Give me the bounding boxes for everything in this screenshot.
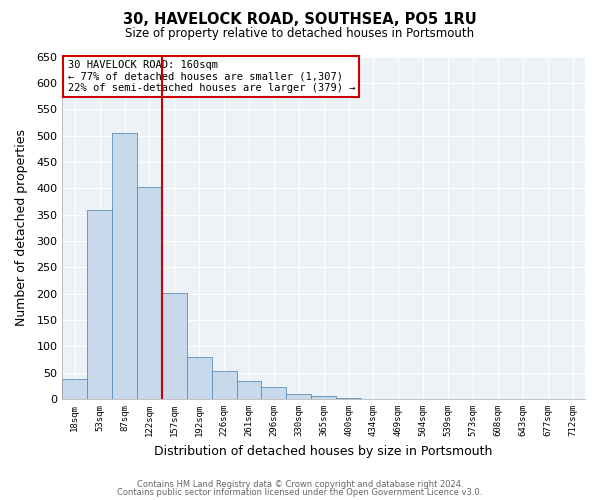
Bar bbox=[162, 292, 187, 399]
Y-axis label: Number of detached properties: Number of detached properties bbox=[15, 130, 28, 326]
Bar bbox=[62, 379, 87, 399]
Bar bbox=[112, 133, 137, 399]
Bar bbox=[137, 186, 162, 399]
Bar bbox=[560, 398, 585, 399]
Bar bbox=[262, 387, 286, 399]
Bar bbox=[286, 394, 311, 399]
Text: Contains public sector information licensed under the Open Government Licence v3: Contains public sector information licen… bbox=[118, 488, 482, 497]
Text: Size of property relative to detached houses in Portsmouth: Size of property relative to detached ho… bbox=[125, 28, 475, 40]
Bar bbox=[336, 398, 361, 399]
Bar bbox=[212, 371, 236, 399]
Bar bbox=[361, 398, 386, 399]
Bar bbox=[236, 380, 262, 399]
Text: 30, HAVELOCK ROAD, SOUTHSEA, PO5 1RU: 30, HAVELOCK ROAD, SOUTHSEA, PO5 1RU bbox=[123, 12, 477, 28]
Bar bbox=[485, 398, 511, 399]
Text: Contains HM Land Registry data © Crown copyright and database right 2024.: Contains HM Land Registry data © Crown c… bbox=[137, 480, 463, 489]
Bar bbox=[311, 396, 336, 399]
Bar bbox=[187, 357, 212, 399]
Bar bbox=[87, 210, 112, 399]
X-axis label: Distribution of detached houses by size in Portsmouth: Distribution of detached houses by size … bbox=[154, 444, 493, 458]
Text: 30 HAVELOCK ROAD: 160sqm
← 77% of detached houses are smaller (1,307)
22% of sem: 30 HAVELOCK ROAD: 160sqm ← 77% of detach… bbox=[68, 60, 355, 93]
